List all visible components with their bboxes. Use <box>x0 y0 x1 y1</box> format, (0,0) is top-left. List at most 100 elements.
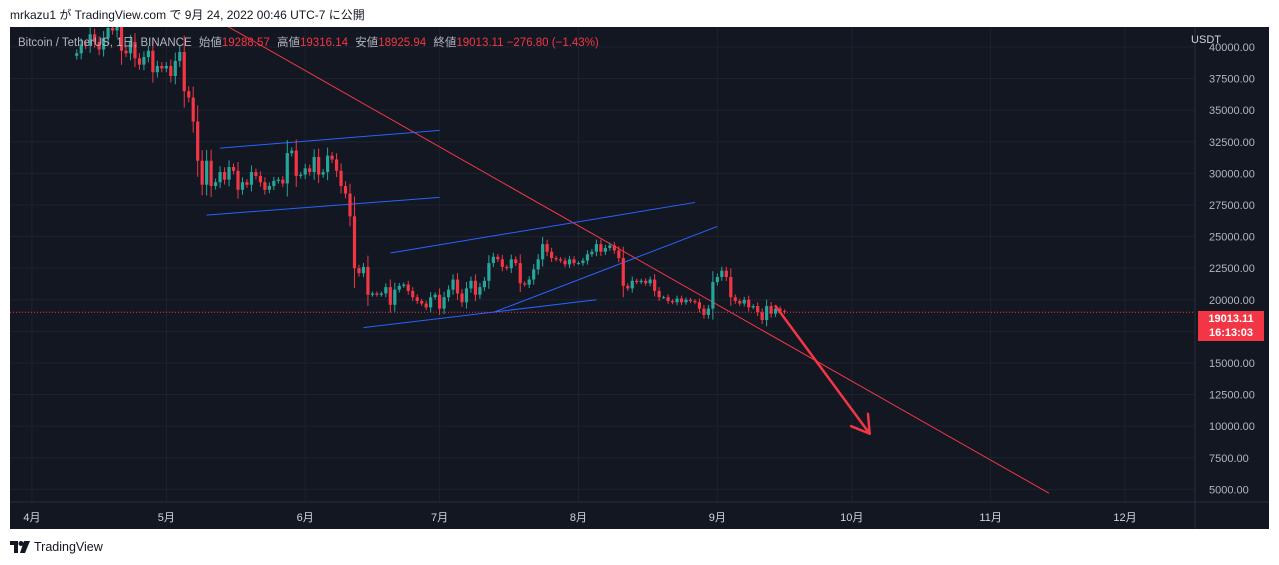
candle <box>164 62 168 73</box>
candle-body <box>653 279 657 291</box>
candle-body <box>756 306 760 313</box>
candle <box>697 298 702 313</box>
candle-body <box>505 266 509 269</box>
bearish-arrow-shaft[interactable] <box>774 304 871 435</box>
candle <box>639 278 643 285</box>
candle-body <box>563 260 567 265</box>
candle-body <box>370 293 374 295</box>
candle <box>334 153 339 178</box>
candle <box>724 266 728 281</box>
candle-body <box>724 270 728 278</box>
candle <box>88 27 92 53</box>
trendline-upper-channel-summer[interactable] <box>390 201 696 254</box>
symbol-title[interactable]: Bitcoin / TetherUS, 1日, BINANCE <box>18 37 192 49</box>
candle-body <box>397 285 401 290</box>
candle-body <box>621 258 625 286</box>
candle-body <box>451 279 455 290</box>
price-tick-label: 40000.00 <box>1209 42 1255 54</box>
price-scale-bg[interactable] <box>1195 27 1269 529</box>
candle-body <box>612 245 616 251</box>
candle-body <box>702 308 706 315</box>
candle <box>240 177 245 195</box>
price-tick-label: 37500.00 <box>1209 74 1255 86</box>
candle-body <box>236 170 240 190</box>
candle <box>272 176 276 190</box>
candle-body <box>590 251 594 255</box>
candle-body <box>75 53 79 56</box>
price-tick-label: 15000.00 <box>1209 358 1255 370</box>
candle <box>482 276 486 291</box>
candle-body <box>178 52 182 61</box>
candle <box>500 254 504 272</box>
candle <box>581 257 585 266</box>
candle-body <box>205 160 209 185</box>
candle-body <box>594 244 598 252</box>
candle-body <box>411 290 415 298</box>
date-tick-label: 7月 <box>431 512 448 524</box>
candle-body <box>648 279 652 284</box>
low-value: 18925.94 <box>378 37 427 49</box>
high-label: 高値 <box>277 37 301 49</box>
candle-body <box>684 299 688 303</box>
price-tick-label: 35000.00 <box>1209 105 1255 117</box>
candle <box>245 179 249 188</box>
candle-body <box>137 58 142 65</box>
candle <box>554 255 558 262</box>
price-axis: 5000.007500.0010000.0012500.0015000.0017… <box>1194 27 1269 529</box>
candle-body <box>146 50 150 58</box>
candle-body <box>406 284 410 291</box>
candle-body <box>339 170 343 186</box>
candle <box>653 273 657 297</box>
candle-body <box>693 301 697 303</box>
candle <box>196 105 200 177</box>
date-tick-label: 6月 <box>297 512 314 524</box>
candle <box>514 256 518 267</box>
candle <box>532 264 536 285</box>
candle-body <box>415 297 419 302</box>
candle <box>388 279 392 313</box>
candle <box>415 294 419 304</box>
trendline-lower-channel-may[interactable] <box>206 196 440 216</box>
candle-body <box>666 297 670 302</box>
candles-layer <box>75 27 787 327</box>
candle-body <box>491 256 495 264</box>
candle <box>720 266 724 281</box>
candle-body <box>697 302 702 309</box>
price-tick-label: 7500.00 <box>1209 453 1249 465</box>
candle-body <box>774 308 778 314</box>
candle-body <box>576 263 581 265</box>
trendline-descending-resistance[interactable] <box>108 27 1050 494</box>
candle-body <box>352 216 357 269</box>
chart-area[interactable]: 5000.007500.0010000.0012500.0015000.0017… <box>10 27 1269 529</box>
candle-body <box>258 175 262 183</box>
trendline-upper-channel-may[interactable] <box>220 129 440 149</box>
candle-body <box>366 266 370 295</box>
candle <box>455 273 460 300</box>
candle <box>715 273 719 286</box>
brand-name: TradingView <box>34 540 103 554</box>
trendline-lower-channel-summer[interactable] <box>363 299 597 329</box>
trendline-rising-support[interactable] <box>493 225 718 313</box>
candle-body <box>231 167 236 171</box>
price-chart[interactable]: 5000.007500.0010000.0012500.0015000.0017… <box>10 27 1269 529</box>
candle <box>487 255 491 289</box>
candle <box>590 249 594 257</box>
candle-body <box>487 263 491 281</box>
candle-body <box>514 259 518 264</box>
candle <box>585 250 590 265</box>
candle <box>128 34 133 61</box>
candle <box>648 276 652 287</box>
candle <box>267 182 271 194</box>
candle-body <box>742 299 746 304</box>
candle <box>438 288 442 315</box>
bearish-arrow-head[interactable] <box>849 412 871 435</box>
candle <box>339 163 343 194</box>
candle-body <box>276 179 280 181</box>
candle-body <box>191 97 195 122</box>
candle <box>205 149 209 196</box>
candle <box>84 40 88 50</box>
footer-brand[interactable]: TradingView <box>10 540 103 554</box>
candle-body <box>317 156 321 175</box>
candle <box>518 254 522 293</box>
candle-body <box>536 259 540 270</box>
